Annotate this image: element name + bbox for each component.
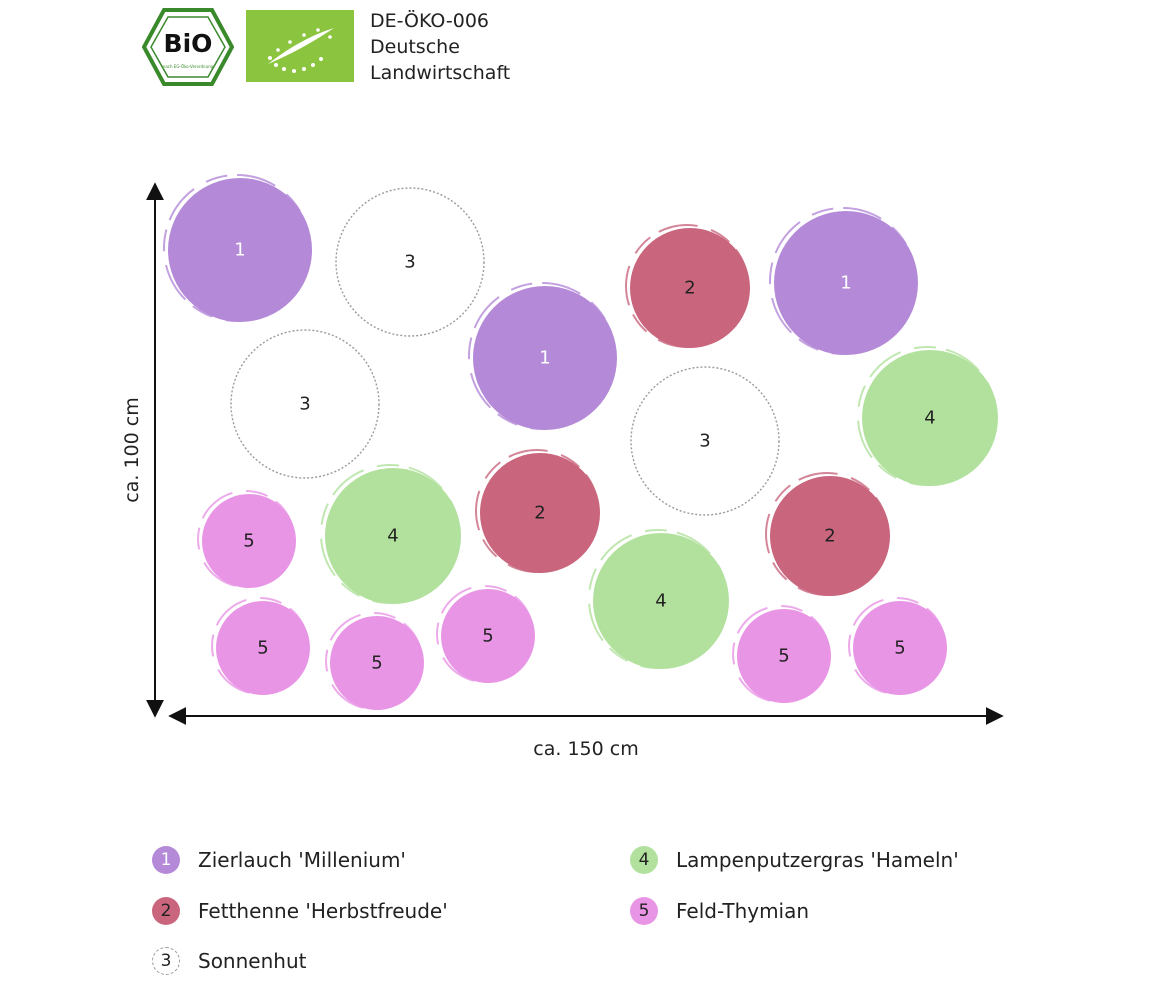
plant-circle-shape — [480, 453, 600, 573]
plant-number-label: 1 — [234, 240, 245, 261]
plant-number-label: 5 — [371, 653, 382, 674]
plant-number-label: 5 — [482, 626, 493, 647]
plant-circle-shape — [325, 468, 461, 604]
plant-circle-shape — [168, 178, 312, 322]
plant-number-label: 4 — [387, 526, 398, 547]
plant-5-circle-15: 5 — [325, 612, 424, 710]
plant-circle-shape — [330, 616, 424, 710]
height-axis-label: ca. 100 cm — [121, 397, 143, 502]
plant-4-circle-10: 4 — [320, 464, 461, 604]
legend-item-4: 4 Lampenputzergras 'Hameln' — [630, 846, 959, 874]
plant-circle-brush-edge — [325, 612, 423, 710]
plant-circle-brush-edge — [625, 224, 749, 348]
plant-number-label: 3 — [404, 252, 415, 273]
plant-circle-brush-edge — [468, 282, 616, 430]
legend-label-2: Fetthenne 'Herbstfreude' — [198, 899, 448, 923]
plant-5-circle-17: 5 — [732, 605, 831, 703]
legend-label-5: Feld-Thymian — [676, 899, 810, 923]
legend-item-2: 2 Fetthenne 'Herbstfreude' — [152, 897, 448, 925]
plant-5-circle-9: 5 — [197, 490, 296, 588]
plant-number-label: 5 — [257, 638, 268, 659]
plant-number-label: 5 — [243, 531, 254, 552]
plant-2-circle-11: 2 — [475, 449, 600, 573]
legend-label-3: Sonnenhut — [198, 949, 307, 973]
plant-circle-shape — [473, 286, 617, 430]
plant-number-label: 5 — [778, 646, 789, 667]
plant-circle-shape — [770, 476, 890, 596]
eu-organic-leaf-logo — [246, 10, 354, 82]
plant-number-label: 1 — [539, 348, 550, 369]
plant-circle-brush-edge — [211, 597, 309, 695]
legend-item-1: 1 Zierlauch 'Millenium' — [152, 846, 406, 874]
plant-4-circle-13: 4 — [588, 529, 729, 669]
plant-circle-shape — [862, 350, 998, 486]
bio-logo-small-text: nach EG-Öko-Verordnung — [163, 64, 214, 69]
plant-number-label: 3 — [699, 431, 710, 452]
plant-circle-shape — [202, 494, 296, 588]
plant-circle-brush-edge — [436, 585, 534, 683]
plant-1-circle-4: 1 — [769, 207, 918, 355]
plant-4-circle-8: 4 — [857, 346, 998, 486]
legend-item-3: 3 Sonnenhut — [152, 947, 306, 975]
plant-circle-brush-edge — [732, 605, 830, 703]
plant-circle-shape — [230, 329, 380, 479]
plant-1-circle-5: 1 — [468, 282, 617, 430]
cert-line-code: DE-ÖKO-006 — [370, 10, 490, 32]
plant-circle-shape — [630, 366, 780, 516]
plant-circle-shape — [630, 228, 750, 348]
plant-circle-brush-edge — [765, 472, 889, 596]
plant-circle-brush-edge — [857, 346, 997, 486]
plant-circle-brush-edge — [769, 207, 917, 355]
legend-label-4: Lampenputzergras 'Hameln' — [676, 848, 959, 872]
plant-circle-brush-edge — [197, 490, 295, 588]
plant-number-label: 4 — [924, 408, 935, 429]
bio-seal-logo: BiO nach EG-Öko-Verordnung — [142, 8, 234, 86]
plant-3-circle-2: 3 — [335, 187, 485, 337]
plant-5-circle-18: 5 — [848, 597, 947, 695]
legend-dot-1: 1 — [152, 846, 180, 874]
plant-circle-brush-edge — [320, 464, 460, 604]
plant-2-circle-3: 2 — [625, 224, 750, 348]
legend-dot-2: 2 — [152, 897, 180, 925]
plant-2-circle-12: 2 — [765, 472, 890, 596]
plant-3-circle-6: 3 — [230, 329, 380, 479]
plant-number-label: 3 — [299, 394, 310, 415]
plant-circle-shape — [774, 211, 918, 355]
plant-circle-brush-edge — [475, 449, 599, 573]
width-axis-label: ca. 150 cm — [533, 738, 638, 760]
plant-number-label: 1 — [840, 273, 851, 294]
plant-5-circle-14: 5 — [211, 597, 310, 695]
legend-dot-5: 5 — [630, 897, 658, 925]
plant-circle-shape — [216, 601, 310, 695]
plant-5-circle-16: 5 — [436, 585, 535, 683]
plant-1-circle-1: 1 — [163, 174, 312, 322]
legend-item-5: 5 Feld-Thymian — [630, 897, 809, 925]
plant-circle-brush-edge — [848, 597, 946, 695]
plant-circle-shape — [853, 601, 947, 695]
plant-number-label: 4 — [655, 591, 666, 612]
cert-line-country: Deutsche — [370, 36, 460, 58]
plant-number-label: 5 — [894, 638, 905, 659]
plant-circle-shape — [593, 533, 729, 669]
plant-circle-shape — [335, 187, 485, 337]
plant-circle-brush-edge — [588, 529, 728, 669]
legend-label-1: Zierlauch 'Millenium' — [198, 848, 406, 872]
plant-number-label: 2 — [824, 526, 835, 547]
legend-dot-3: 3 — [152, 947, 180, 975]
legend-dot-4: 4 — [630, 846, 658, 874]
certification-text: DE-ÖKO-006 Deutsche Landwirtschaft — [370, 8, 510, 86]
plant-circle-shape — [441, 589, 535, 683]
cert-line-origin: Landwirtschaft — [370, 62, 511, 84]
plant-number-label: 2 — [534, 503, 545, 524]
plant-3-circle-7: 3 — [630, 366, 780, 516]
plant-circle-shape — [737, 609, 831, 703]
plant-circle-brush-edge — [163, 174, 311, 322]
plant-circles: 1 3 2 1 1 3 3 4 5 4 2 2 4 5 5 5 5 5 — [163, 174, 998, 710]
plant-number-label: 2 — [684, 278, 695, 299]
bio-logo-text: BiO — [164, 29, 213, 58]
